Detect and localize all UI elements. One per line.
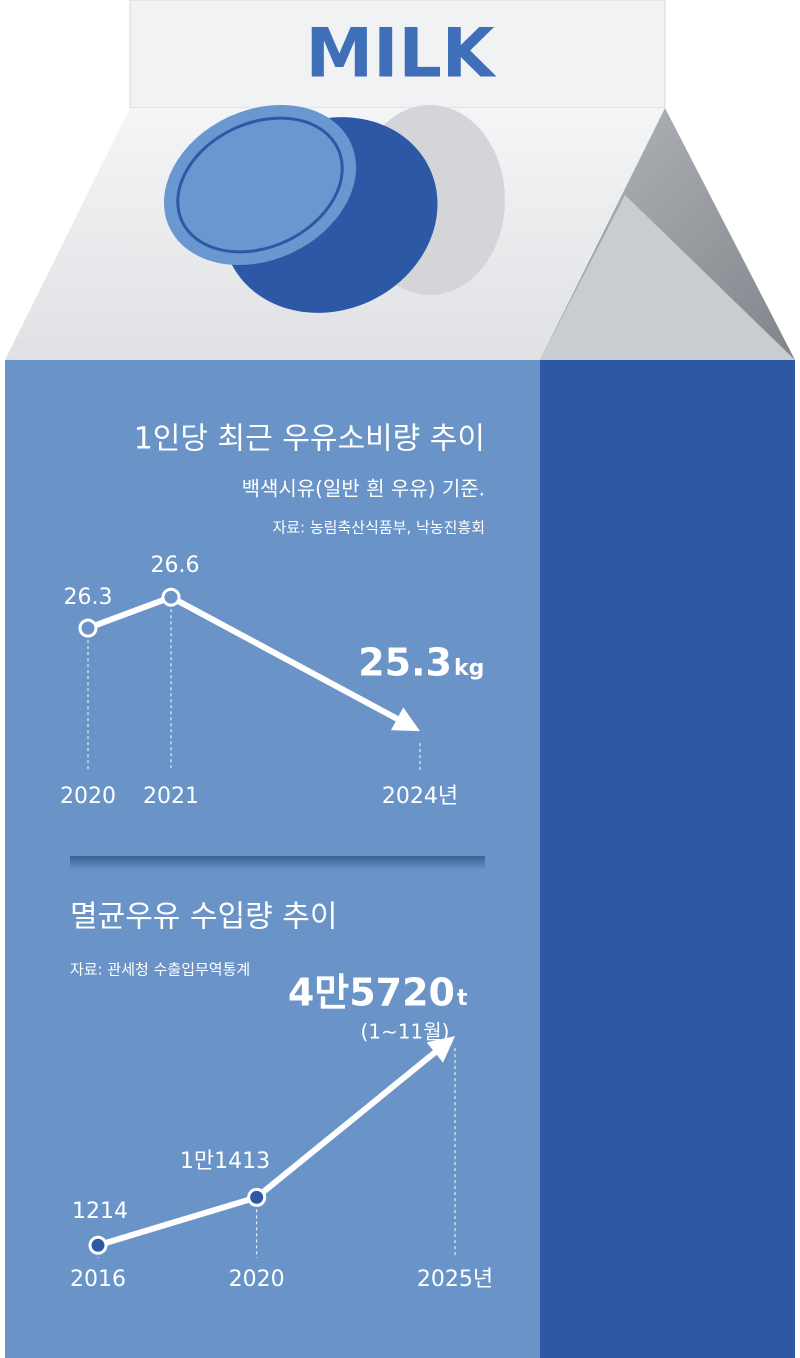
data-label: 1만1413	[180, 1149, 270, 1174]
chart-subtitle: 백색시유(일반 흰 우유) 기준.	[242, 477, 485, 501]
chart-title: 멸균우유 수입량 추이	[70, 900, 337, 935]
x-tick-label: 2021	[143, 784, 199, 809]
data-label: 26.3	[64, 585, 113, 610]
data-point	[78, 618, 98, 638]
data-point	[161, 587, 181, 607]
data-point	[88, 1235, 108, 1255]
x-tick-label: 2016	[70, 1267, 126, 1292]
annotation: (1∼11월)	[361, 1020, 450, 1044]
arrow-head	[390, 707, 420, 732]
data-unit: t	[457, 986, 468, 1011]
x-tick-label: 2025년	[417, 1267, 493, 1292]
data-label: 4만5720	[288, 971, 455, 1015]
chart-source: 자료: 농림축산식품부, 낙농진흥회	[272, 519, 485, 537]
x-tick-label: 2020	[60, 784, 116, 809]
cap-face	[163, 104, 357, 266]
chart-source: 자료: 관세청 수출입무역통계	[70, 961, 250, 979]
cap-rim	[176, 116, 344, 254]
x-tick-label: 2024년	[382, 784, 458, 809]
data-label: 26.6	[151, 553, 200, 578]
arrow-head	[426, 1036, 455, 1063]
data-point	[247, 1187, 267, 1207]
carton-gable-fold	[540, 195, 795, 360]
divider	[70, 856, 485, 870]
chart-title: 1인당 최근 우유소비량 추이	[134, 422, 485, 457]
carton-side	[540, 360, 795, 1358]
carton-top	[129, 0, 666, 109]
data-label: 25.3	[358, 641, 452, 685]
data-label: 1214	[72, 1199, 128, 1224]
x-tick-label: 2020	[229, 1267, 285, 1292]
data-unit: kg	[454, 656, 484, 681]
brand-title: MILK	[306, 15, 497, 94]
